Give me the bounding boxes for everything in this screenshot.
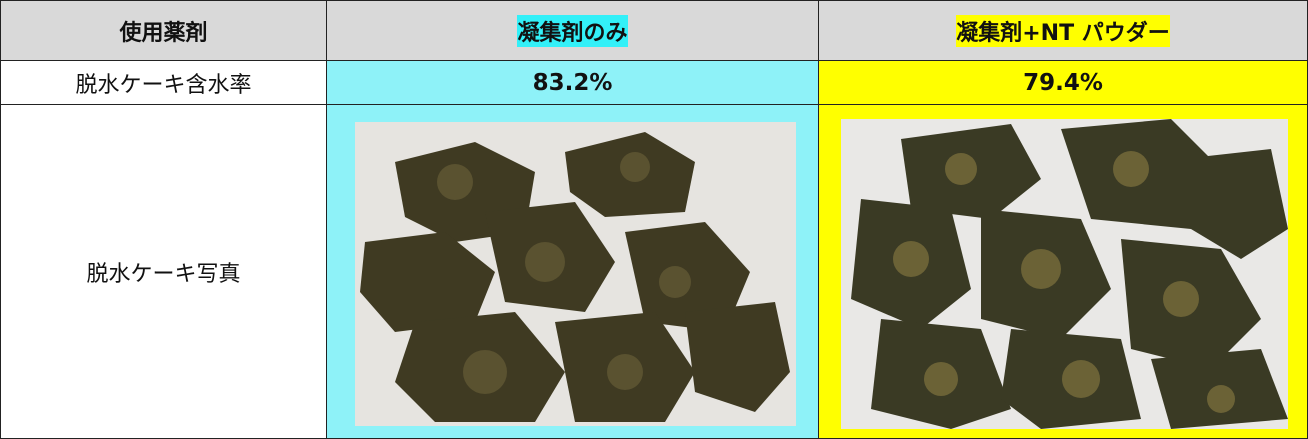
- cake-photo: [841, 119, 1288, 429]
- header-cell: 使用薬剤: [0, 0, 327, 61]
- value-cell: 79.4%: [818, 60, 1308, 105]
- row-label: 脱水ケーキ写真: [0, 104, 327, 439]
- row-label-text: 脱水ケーキ含水率: [75, 72, 252, 98]
- row-label-text: 脱水ケーキ写真: [86, 261, 241, 287]
- value-text: 83.2%: [532, 69, 613, 96]
- row-label: 脱水ケーキ含水率: [0, 60, 327, 105]
- header-cell: 凝集剤+NT パウダー: [818, 0, 1308, 61]
- value-cell: 83.2%: [326, 60, 819, 105]
- header-text: 使用薬剤: [119, 20, 208, 46]
- photo-cell: [818, 104, 1308, 439]
- header-cell: 凝集剤のみ: [326, 0, 819, 61]
- photo-cell: [326, 104, 819, 439]
- header-text: 凝集剤+NT パウダー: [956, 14, 1170, 47]
- header-text: 凝集剤のみ: [517, 14, 628, 47]
- value-text: 79.4%: [1023, 69, 1103, 96]
- cake-photo: [355, 122, 796, 426]
